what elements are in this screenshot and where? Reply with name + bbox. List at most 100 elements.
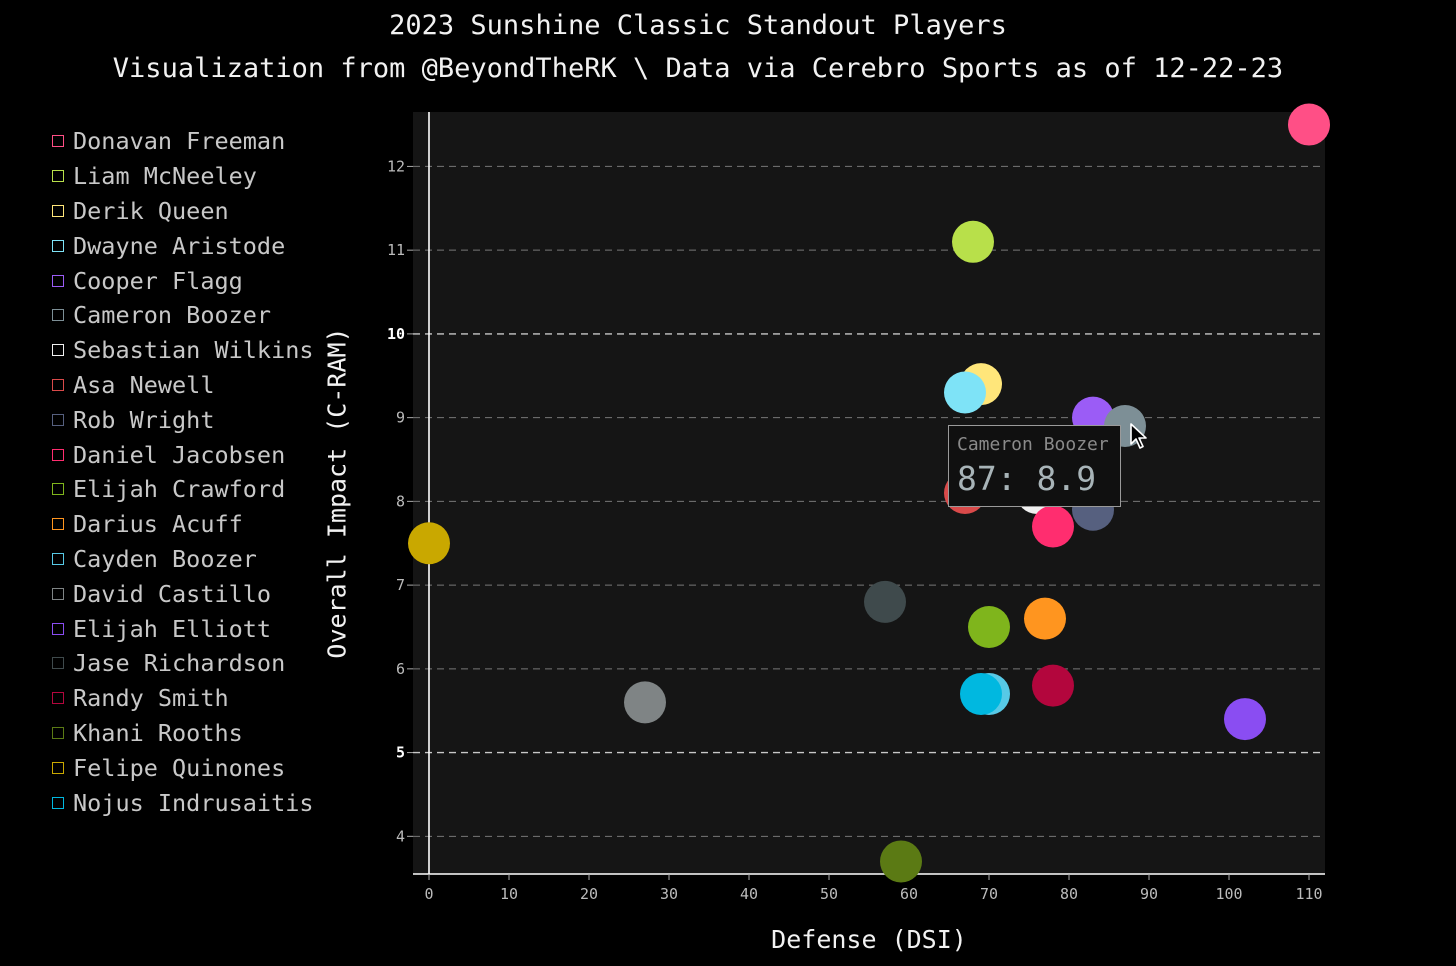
legend-swatch: [52, 204, 64, 217]
legend-item[interactable]: Darius Acuff: [52, 507, 314, 542]
legend-swatch: [52, 378, 64, 391]
y-tick-label: 5: [396, 744, 405, 762]
y-tick-label: 6: [396, 660, 405, 678]
y-tick-label: 10: [387, 325, 405, 343]
x-tick-label: 90: [1140, 885, 1158, 903]
legend-item[interactable]: Randy Smith: [52, 681, 314, 716]
legend-swatch: [52, 448, 64, 461]
legend-swatch: [52, 274, 64, 287]
x-tick-label: 30: [660, 885, 678, 903]
data-point[interactable]: [944, 371, 986, 414]
legend-swatch: [52, 170, 64, 183]
data-point[interactable]: [880, 840, 922, 883]
data-point[interactable]: [624, 681, 666, 724]
legend-item[interactable]: Dwayne Aristode: [52, 228, 314, 263]
legend-item[interactable]: Donavan Freeman: [52, 124, 314, 159]
legend-swatch: [52, 796, 64, 809]
data-point[interactable]: [960, 672, 1002, 715]
legend-swatch: [52, 344, 64, 357]
legend-label: Darius Acuff: [73, 510, 243, 539]
legend-swatch: [52, 483, 64, 496]
legend-swatch: [52, 239, 64, 252]
y-tick-label: 11: [387, 241, 405, 259]
legend-item[interactable]: Derik Queen: [52, 194, 314, 229]
y-tick-label: 12: [387, 157, 405, 175]
tooltip-value: 87: 8.9: [957, 459, 1097, 498]
legend-item[interactable]: Felipe Quinones: [52, 750, 314, 785]
legend-label: Dwayne Aristode: [73, 231, 286, 260]
legend-swatch: [52, 657, 64, 670]
legend-swatch: [52, 552, 64, 565]
legend-label: Sebastian Wilkins: [73, 336, 314, 365]
x-tick-label: 40: [740, 885, 758, 903]
legend-item[interactable]: Cayden Boozer: [52, 542, 314, 577]
legend-label: Randy Smith: [73, 684, 229, 713]
data-point[interactable]: [968, 605, 1010, 648]
legend-swatch: [52, 726, 64, 739]
legend-item[interactable]: Daniel Jacobsen: [52, 437, 314, 472]
hover-tooltip: Cameron Boozer 87: 8.9: [948, 425, 1121, 507]
x-tick-label: 0: [424, 885, 433, 903]
legend-item[interactable]: Rob Wright: [52, 402, 314, 437]
legend-item[interactable]: Elijah Elliott: [52, 611, 314, 646]
x-tick-label: 110: [1295, 885, 1322, 903]
data-point[interactable]: [1032, 664, 1074, 707]
legend-item[interactable]: Khani Rooths: [52, 716, 314, 751]
legend-item[interactable]: David Castillo: [52, 576, 314, 611]
legend-item[interactable]: Nojus Indrusaitis: [52, 785, 314, 820]
plot-area: [413, 112, 1325, 874]
legend-swatch: [52, 135, 64, 148]
x-tick-label: 20: [580, 885, 598, 903]
legend-label: David Castillo: [73, 579, 272, 608]
x-tick-label: 80: [1060, 885, 1078, 903]
data-point[interactable]: [1224, 698, 1266, 741]
legend-swatch: [52, 761, 64, 774]
mouse-cursor-icon: [1130, 423, 1147, 449]
legend-swatch: [52, 413, 64, 426]
legend-item[interactable]: Liam McNeeley: [52, 159, 314, 194]
legend-label: Cameron Boozer: [73, 301, 272, 330]
legend-label: Derik Queen: [73, 196, 229, 225]
data-point[interactable]: [1024, 597, 1066, 640]
legend-label: Asa Newell: [73, 370, 215, 399]
legend-item[interactable]: Cooper Flagg: [52, 263, 314, 298]
legend-swatch: [52, 518, 64, 531]
legend-swatch: [52, 309, 64, 322]
legend-label: Rob Wright: [73, 405, 215, 434]
x-tick-label: 70: [980, 885, 998, 903]
data-point[interactable]: [952, 220, 994, 263]
legend-swatch: [52, 587, 64, 600]
chart-title: 2023 Sunshine Classic Standout Players: [389, 10, 1007, 41]
legend-swatch: [52, 622, 64, 635]
y-tick-label: 4: [396, 827, 405, 845]
legend-label: Donavan Freeman: [73, 127, 286, 156]
legend-item[interactable]: Elijah Crawford: [52, 472, 314, 507]
legend-item[interactable]: Jase Richardson: [52, 646, 314, 681]
data-point[interactable]: [408, 522, 450, 565]
legend-label: Felipe Quinones: [73, 753, 286, 782]
legend-label: Nojus Indrusaitis: [73, 788, 314, 817]
legend-label: Liam McNeeley: [73, 162, 257, 191]
x-axis-label: Defense (DSI): [771, 925, 967, 954]
y-tick-label: 8: [396, 492, 405, 510]
x-tick-label: 10: [500, 885, 518, 903]
data-point[interactable]: [864, 580, 906, 623]
legend-item[interactable]: Cameron Boozer: [52, 298, 314, 333]
legend-item[interactable]: Sebastian Wilkins: [52, 333, 314, 368]
legend-label: Daniel Jacobsen: [73, 440, 286, 469]
legend-swatch: [52, 692, 64, 705]
data-point[interactable]: [1032, 505, 1074, 548]
y-tick-label: 9: [396, 409, 405, 427]
legend-label: Elijah Elliott: [73, 614, 272, 643]
x-tick-label: 60: [900, 885, 918, 903]
x-tick-label: 100: [1215, 885, 1242, 903]
chart-subtitle: Visualization from @BeyondTheRK \ Data v…: [112, 53, 1284, 84]
x-tick-label: 50: [820, 885, 838, 903]
legend: Donavan Freeman Liam McNeeley Derik Queen D…: [52, 124, 314, 820]
legend-label: Khani Rooths: [73, 718, 243, 747]
data-point[interactable]: [1288, 103, 1330, 146]
legend-label: Elijah Crawford: [73, 475, 286, 504]
legend-item[interactable]: Asa Newell: [52, 368, 314, 403]
legend-label: Jase Richardson: [73, 649, 286, 678]
